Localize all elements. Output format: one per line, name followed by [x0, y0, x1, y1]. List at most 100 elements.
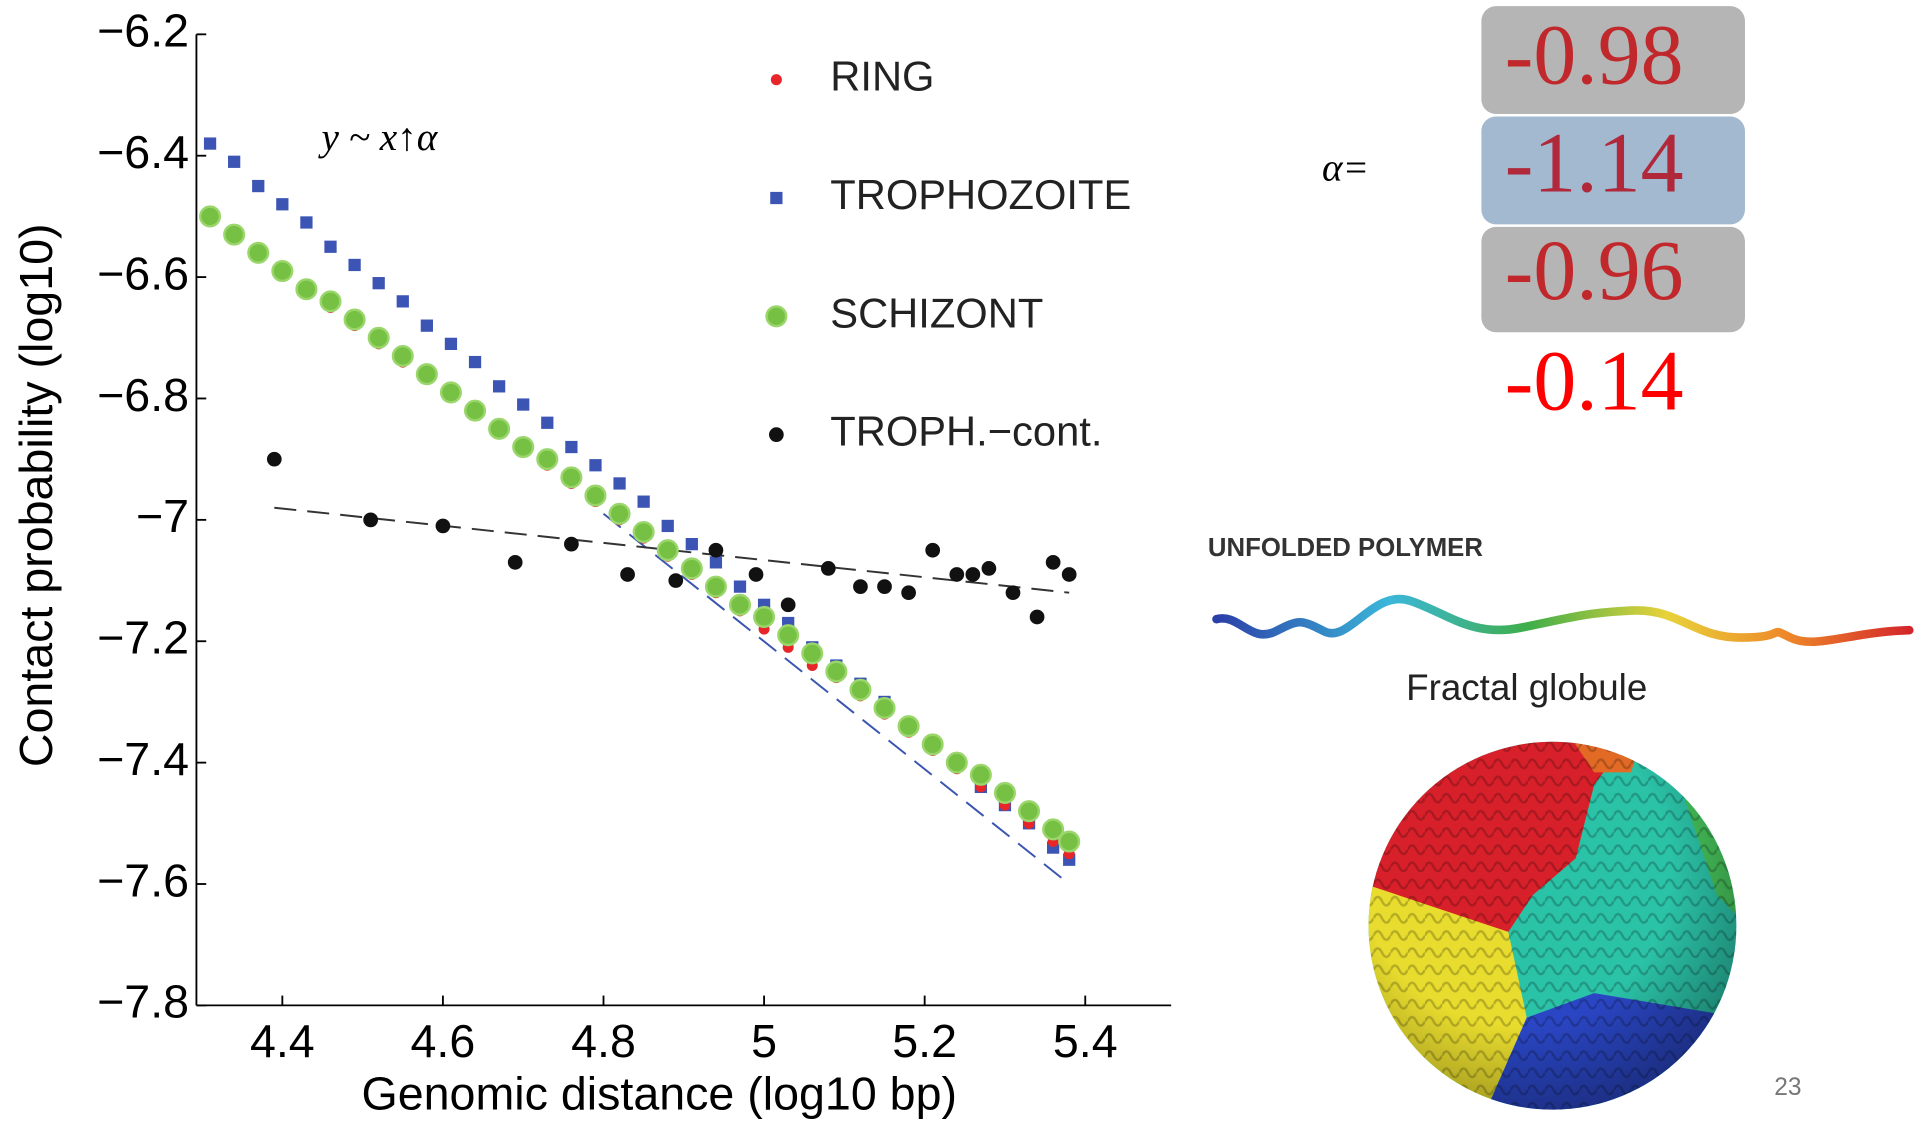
- point: [802, 644, 822, 664]
- point: [267, 452, 282, 467]
- y-tick-label: −7: [136, 490, 189, 542]
- point: [734, 580, 746, 592]
- point: [1006, 585, 1021, 600]
- point: [1059, 832, 1079, 852]
- point: [562, 468, 582, 488]
- point: [204, 137, 216, 149]
- point: [297, 279, 317, 299]
- point: [710, 556, 722, 568]
- point: [682, 559, 702, 579]
- point: [348, 259, 360, 271]
- point: [1062, 567, 1077, 582]
- legend-marker: [767, 307, 787, 327]
- point: [995, 783, 1015, 803]
- point: [517, 398, 529, 410]
- point: [493, 380, 505, 392]
- point: [781, 597, 796, 612]
- exponent: -0.14: [1505, 334, 1684, 429]
- point: [489, 419, 509, 439]
- point: [730, 595, 750, 615]
- point: [749, 567, 764, 582]
- point: [610, 504, 630, 524]
- point: [851, 680, 871, 700]
- y-axis-label: Contact probability (log10): [10, 223, 62, 767]
- y-tick-label: −6.8: [97, 369, 189, 421]
- point: [441, 383, 461, 403]
- point: [345, 310, 365, 330]
- point: [565, 441, 577, 453]
- point: [541, 417, 553, 429]
- point: [436, 519, 451, 534]
- point: [248, 243, 268, 263]
- point: [821, 561, 836, 576]
- polymer-image: [1217, 599, 1910, 642]
- point: [586, 486, 606, 506]
- slide: −6.2−6.4−6.6−6.8−7−7.2−7.4−7.6−7.84.44.6…: [0, 0, 1923, 1128]
- legend-label: RING: [830, 53, 934, 100]
- exponent: -0.96: [1505, 223, 1684, 318]
- legend-label: SCHIZONT: [830, 289, 1043, 336]
- point: [982, 561, 997, 576]
- x-tick-label: 5: [751, 1015, 777, 1067]
- point: [324, 241, 336, 253]
- annotation: y ~ x↑α: [317, 116, 438, 159]
- point: [620, 567, 635, 582]
- alpha-label: α=: [1322, 147, 1369, 190]
- point: [1046, 555, 1061, 570]
- x-tick-label: 4.4: [250, 1015, 315, 1067]
- point: [465, 401, 485, 421]
- exponent: -0.98: [1505, 7, 1684, 102]
- point: [1030, 610, 1045, 625]
- point: [709, 543, 724, 558]
- y-tick-label: −7.4: [97, 733, 189, 785]
- point: [373, 277, 385, 289]
- y-tick-label: −7.8: [97, 976, 189, 1028]
- x-tick-label: 5.2: [892, 1015, 957, 1067]
- point: [537, 449, 557, 469]
- point: [947, 753, 967, 773]
- legend-label: TROPH.−cont.: [830, 408, 1102, 455]
- point: [417, 364, 437, 384]
- point: [686, 538, 698, 550]
- point: [949, 567, 964, 582]
- point: [273, 261, 293, 281]
- x-tick-label: 4.8: [571, 1015, 636, 1067]
- point: [397, 295, 409, 307]
- point: [321, 292, 341, 312]
- y-tick-label: −7.2: [97, 612, 189, 664]
- point: [901, 585, 916, 600]
- point: [393, 346, 413, 366]
- point: [513, 437, 533, 457]
- point: [638, 496, 650, 508]
- point: [853, 579, 868, 594]
- point: [252, 180, 264, 192]
- y-tick-label: −6.4: [97, 126, 189, 178]
- legend-marker: [769, 427, 784, 442]
- point: [445, 338, 457, 350]
- y-tick-label: −6.2: [97, 5, 189, 57]
- slide-number: 23: [1774, 1074, 1801, 1101]
- point: [200, 207, 220, 227]
- legend-marker: [771, 74, 782, 85]
- point: [228, 156, 240, 168]
- x-tick-label: 4.6: [411, 1015, 476, 1067]
- exponent: -1.14: [1505, 115, 1684, 210]
- page: −6.2−6.4−6.6−6.8−7−7.2−7.4−7.6−7.84.44.6…: [0, 0, 1923, 1128]
- point: [469, 356, 481, 368]
- point: [668, 573, 683, 588]
- legend-label: TROPHOZOITE: [830, 171, 1131, 218]
- point: [778, 625, 798, 645]
- point: [658, 540, 678, 560]
- point: [965, 567, 980, 582]
- legend-marker: [770, 192, 782, 204]
- point: [369, 328, 389, 348]
- point: [300, 216, 312, 228]
- point: [1019, 801, 1039, 821]
- point: [971, 765, 991, 785]
- y-tick-label: −6.6: [97, 247, 189, 299]
- x-axis-label: Genomic distance (log10 bp): [362, 1068, 958, 1120]
- globule-image: [1349, 736, 1754, 1116]
- point: [875, 698, 895, 718]
- point: [508, 555, 523, 570]
